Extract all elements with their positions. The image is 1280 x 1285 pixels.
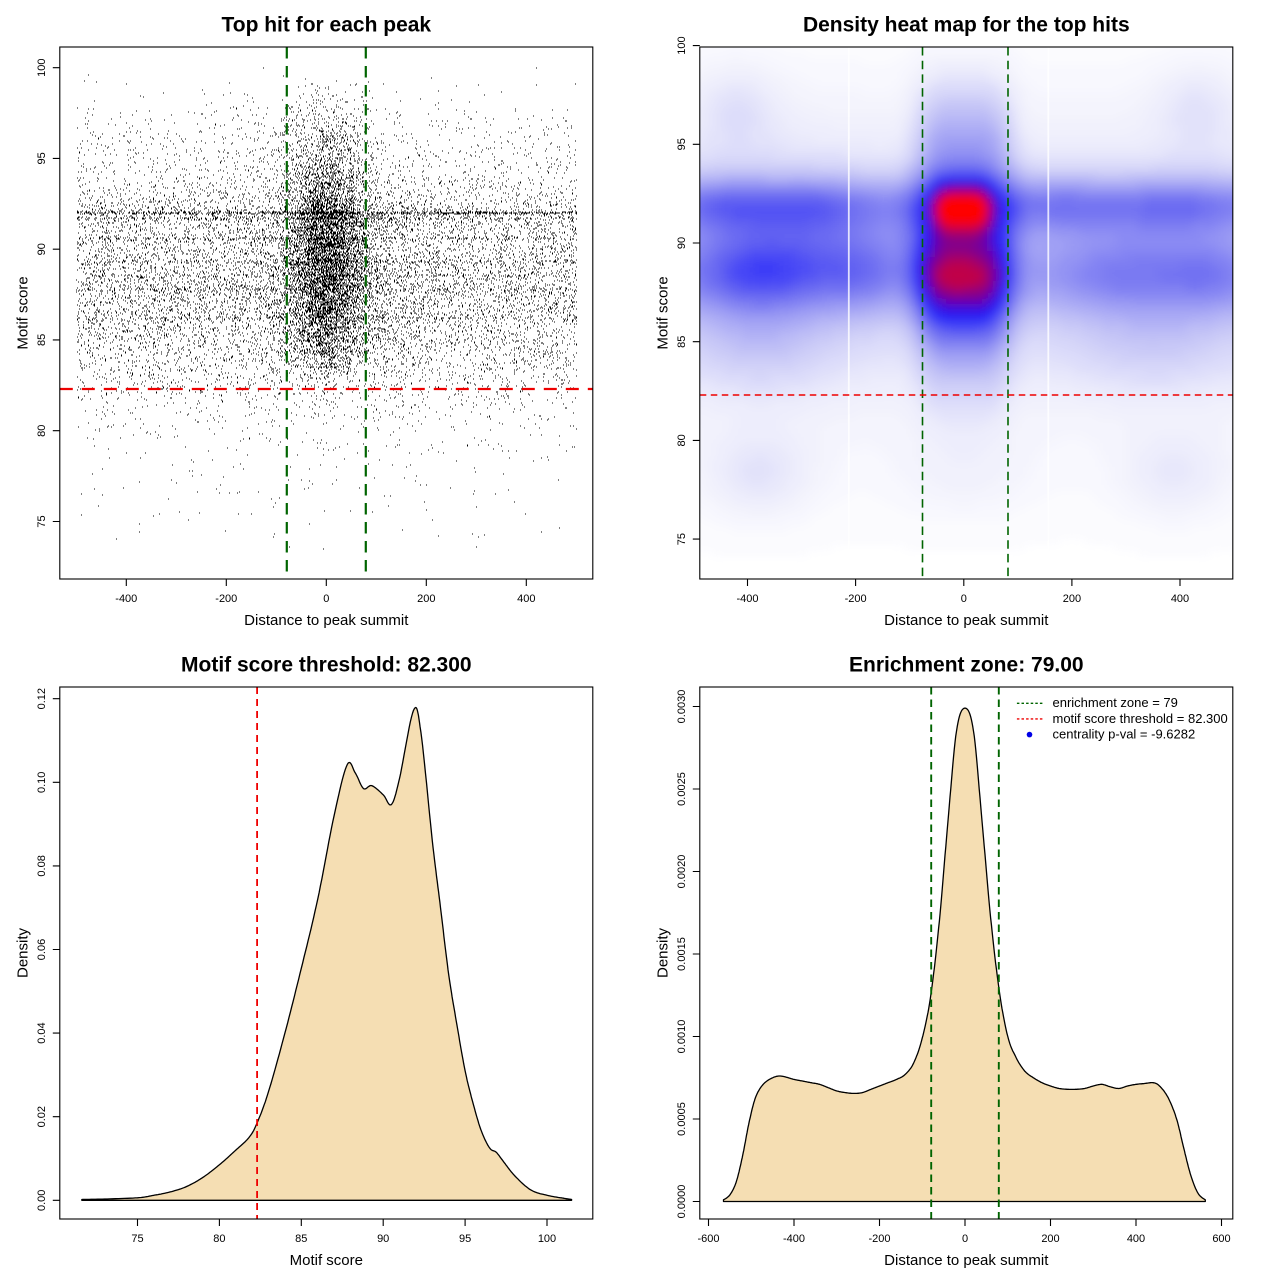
- svg-text:200: 200: [1041, 1233, 1059, 1245]
- svg-text:-200: -200: [845, 593, 867, 605]
- svg-text:95: 95: [676, 138, 688, 150]
- svg-text:95: 95: [36, 152, 48, 164]
- svg-text:0.12: 0.12: [36, 688, 48, 709]
- svg-text:0: 0: [961, 593, 967, 605]
- svg-text:100: 100: [36, 59, 48, 77]
- svg-text:-400: -400: [736, 593, 758, 605]
- svg-text:enrichment zone = 79: enrichment zone = 79: [1053, 695, 1178, 710]
- svg-text:Top hit for each peak: Top hit for each peak: [221, 13, 431, 36]
- svg-text:0.00: 0.00: [36, 1190, 48, 1211]
- svg-text:0: 0: [962, 1233, 968, 1245]
- svg-text:-600: -600: [697, 1233, 719, 1245]
- svg-text:Motif score: Motif score: [14, 276, 31, 349]
- svg-text:0.0030: 0.0030: [676, 690, 688, 724]
- svg-text:400: 400: [1127, 1233, 1145, 1245]
- svg-text:200: 200: [417, 593, 435, 605]
- svg-text:200: 200: [1063, 593, 1081, 605]
- svg-text:Motif score: Motif score: [290, 1252, 363, 1269]
- svg-text:Motif score: Motif score: [654, 276, 671, 349]
- svg-text:75: 75: [676, 533, 688, 545]
- svg-text:Distance to peak summit: Distance to peak summit: [884, 612, 1049, 629]
- svg-text:80: 80: [213, 1233, 225, 1245]
- svg-text:0.02: 0.02: [36, 1106, 48, 1127]
- svg-text:0.0010: 0.0010: [676, 1020, 688, 1054]
- svg-text:0.0015: 0.0015: [676, 937, 688, 971]
- svg-text:Density: Density: [14, 927, 31, 978]
- svg-text:Distance to peak summit: Distance to peak summit: [244, 612, 409, 629]
- svg-text:400: 400: [517, 593, 535, 605]
- svg-text:0.0020: 0.0020: [676, 855, 688, 889]
- svg-text:-400: -400: [115, 593, 137, 605]
- svg-text:Enrichment zone: 79.00: Enrichment zone: 79.00: [849, 653, 1084, 676]
- svg-text:Distance to peak summit: Distance to peak summit: [884, 1252, 1049, 1269]
- svg-text:0: 0: [323, 593, 329, 605]
- svg-text:centrality p-val = -9.6282: centrality p-val = -9.6282: [1053, 727, 1196, 742]
- svg-text:-200: -200: [868, 1233, 890, 1245]
- svg-text:Density: Density: [654, 927, 671, 978]
- svg-text:0.06: 0.06: [36, 939, 48, 960]
- svg-text:80: 80: [676, 434, 688, 446]
- svg-text:100: 100: [676, 36, 688, 54]
- svg-text:Motif score threshold: 82.300: Motif score threshold: 82.300: [181, 653, 472, 676]
- svg-text:-200: -200: [215, 593, 237, 605]
- svg-text:0.08: 0.08: [36, 855, 48, 876]
- svg-text:80: 80: [36, 425, 48, 437]
- svg-text:90: 90: [377, 1233, 389, 1245]
- svg-text:0.0005: 0.0005: [676, 1102, 688, 1136]
- svg-text:-400: -400: [783, 1233, 805, 1245]
- svg-text:85: 85: [295, 1233, 307, 1245]
- svg-text:90: 90: [676, 237, 688, 249]
- svg-text:85: 85: [676, 336, 688, 348]
- svg-text:0.0025: 0.0025: [676, 772, 688, 806]
- svg-text:95: 95: [459, 1233, 471, 1245]
- svg-text:90: 90: [36, 243, 48, 255]
- svg-text:motif score threshold = 82.300: motif score threshold = 82.300: [1053, 711, 1228, 726]
- svg-text:0.10: 0.10: [36, 772, 48, 793]
- svg-text:85: 85: [36, 334, 48, 346]
- svg-text:75: 75: [36, 515, 48, 527]
- svg-text:Density heat map for the top h: Density heat map for the top hits: [803, 13, 1130, 36]
- svg-text:600: 600: [1212, 1233, 1230, 1245]
- svg-text:100: 100: [538, 1233, 556, 1245]
- svg-text:0.04: 0.04: [36, 1022, 48, 1043]
- svg-text:0.0000: 0.0000: [676, 1185, 688, 1219]
- svg-text:400: 400: [1171, 593, 1189, 605]
- svg-text:75: 75: [131, 1233, 143, 1245]
